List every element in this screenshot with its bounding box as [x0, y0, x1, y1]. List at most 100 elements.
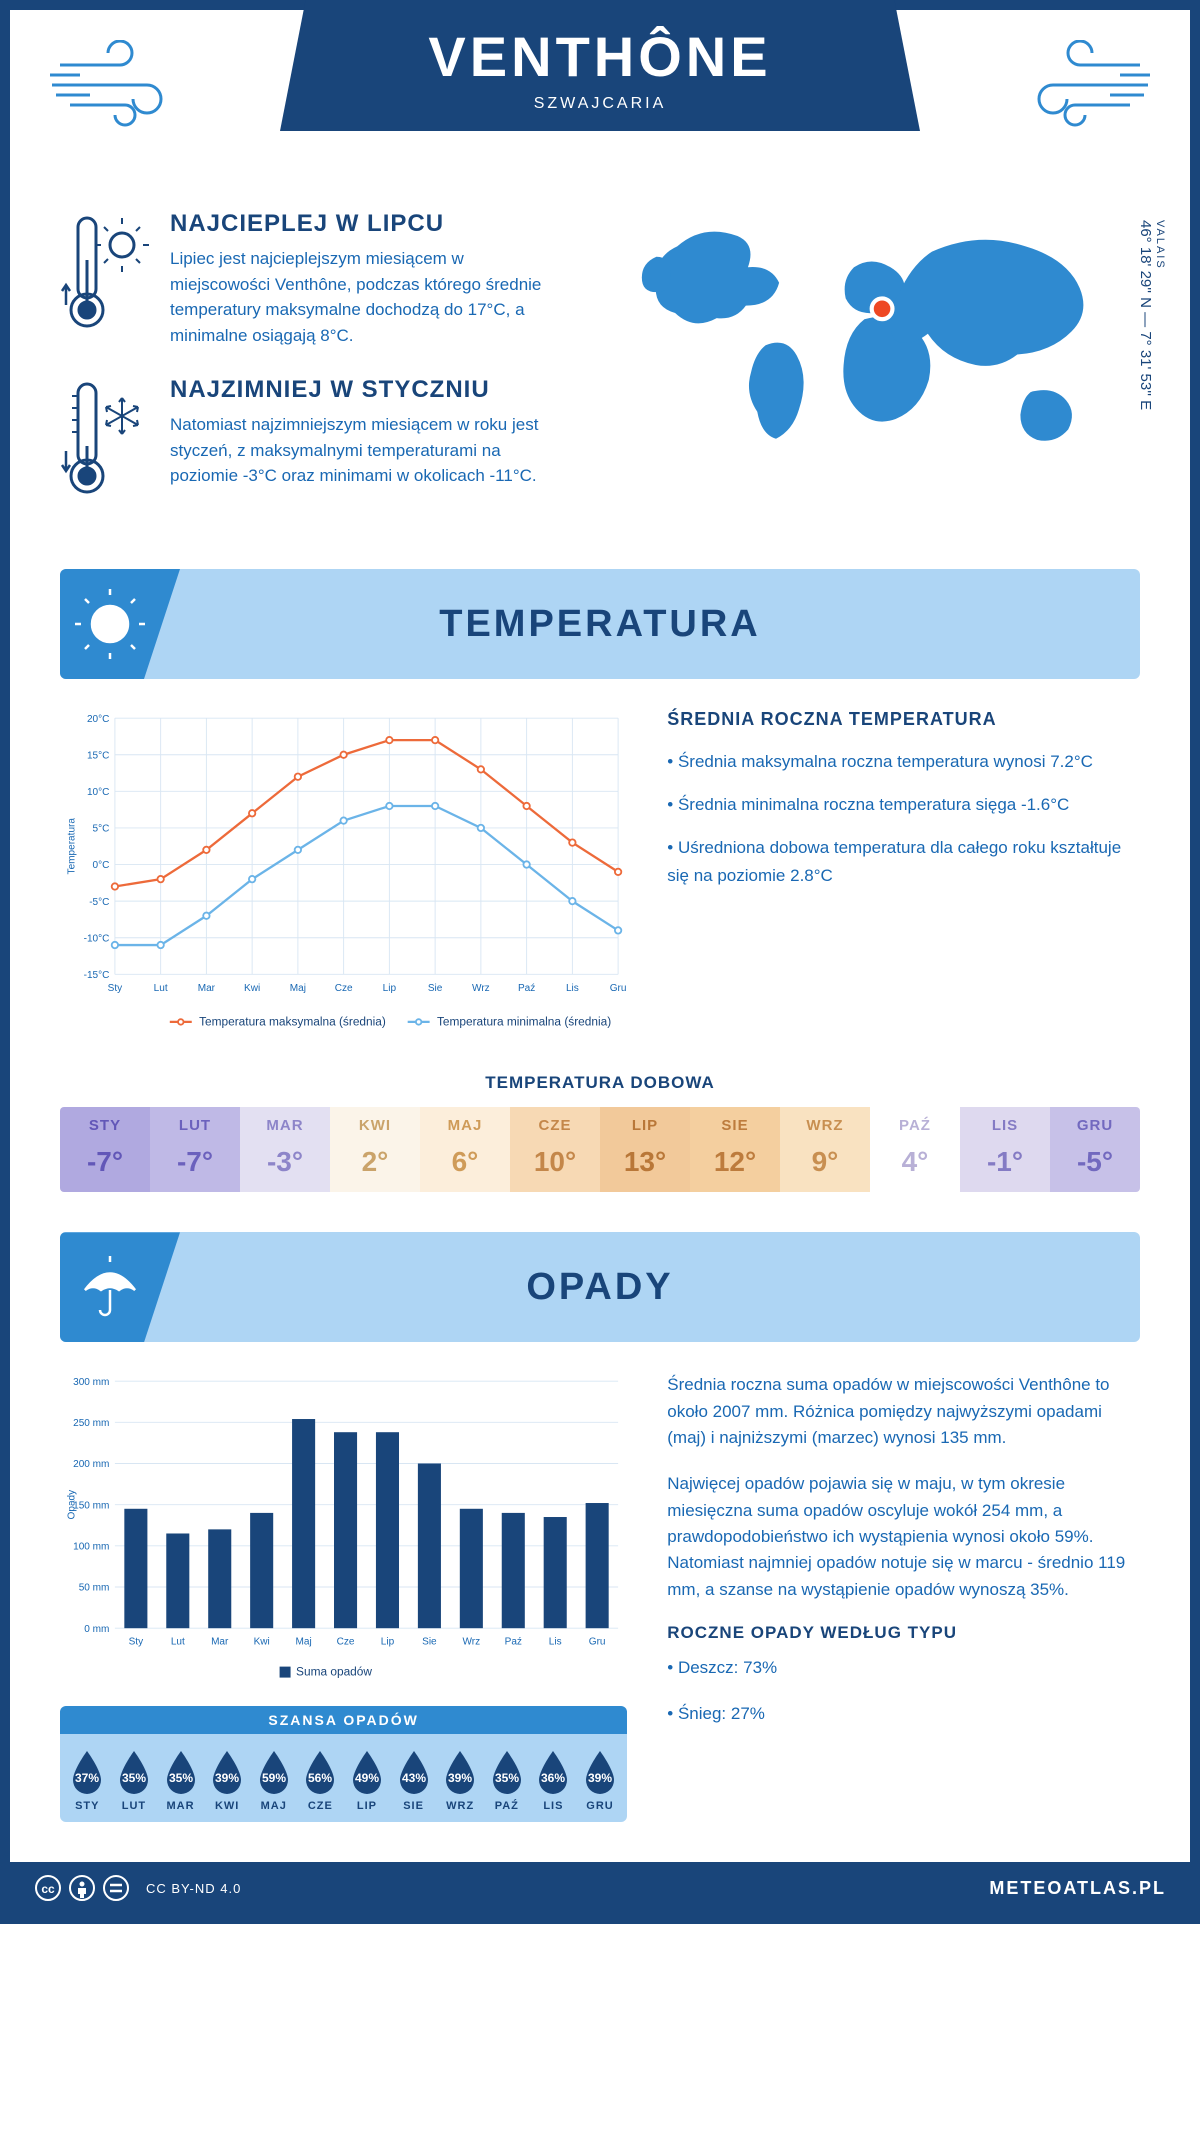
drop-icon: 49%	[348, 1748, 386, 1796]
chance-cell: 39% WRZ	[437, 1748, 484, 1812]
svg-text:Lis: Lis	[566, 983, 579, 994]
chance-cell: 35% LUT	[111, 1748, 158, 1812]
chance-month: WRZ	[437, 1800, 484, 1812]
chance-month: PAŹ	[483, 1800, 530, 1812]
svg-text:Gru: Gru	[589, 1637, 606, 1648]
chance-cell: 43% SIE	[390, 1748, 437, 1812]
svg-text:Paź: Paź	[518, 983, 535, 994]
chance-month: LUT	[111, 1800, 158, 1812]
svg-text:Temperatura maksymalna (średni: Temperatura maksymalna (średnia)	[199, 1015, 386, 1029]
daily-cell: MAR-3°	[240, 1107, 330, 1192]
svg-text:Lut: Lut	[171, 1637, 185, 1648]
drop-icon: 39%	[208, 1748, 246, 1796]
drop-icon: 39%	[581, 1748, 619, 1796]
fact-cold-title: NAJZIMNIEJ W STYCZNIU	[170, 376, 550, 404]
drop-icon: 37%	[68, 1748, 106, 1796]
fact-hot-title: NAJCIEPLEJ W LIPCU	[170, 210, 550, 238]
svg-text:35%: 35%	[169, 1771, 193, 1785]
daily-value: 10°	[510, 1146, 600, 1178]
daily-cell: KWI2°	[330, 1107, 420, 1192]
svg-text:Paź: Paź	[505, 1637, 522, 1648]
chance-month: MAJ	[250, 1800, 297, 1812]
daily-value: 13°	[600, 1146, 690, 1178]
precip-section: 0 mm50 mm100 mm150 mm200 mm250 mm300 mmS…	[10, 1372, 1190, 1832]
by-icon	[68, 1874, 96, 1902]
svg-text:Wrz: Wrz	[463, 1637, 481, 1648]
daily-value: 6°	[420, 1146, 510, 1178]
daily-temp-title: TEMPERATURA DOBOWA	[10, 1073, 1190, 1093]
svg-text:-5°C: -5°C	[89, 897, 109, 908]
umbrella-icon	[60, 1232, 180, 1342]
precip-p1: Średnia roczna suma opadów w miejscowośc…	[667, 1372, 1140, 1451]
fact-coldest: NAJZIMNIEJ W STYCZNIU Natomiast najzimni…	[60, 376, 580, 501]
svg-text:Lip: Lip	[381, 1637, 395, 1648]
daily-month: LIP	[600, 1117, 690, 1134]
precip-chart: 0 mm50 mm100 mm150 mm200 mm250 mm300 mmS…	[60, 1372, 627, 1822]
drop-icon: 59%	[255, 1748, 293, 1796]
svg-text:0°C: 0°C	[93, 860, 110, 871]
daily-value: -7°	[150, 1146, 240, 1178]
footer-brand: METEOATLAS.PL	[989, 1878, 1166, 1899]
daily-value: -3°	[240, 1146, 330, 1178]
daily-value: 4°	[870, 1146, 960, 1178]
svg-text:39%: 39%	[215, 1771, 239, 1785]
svg-text:Maj: Maj	[290, 983, 306, 994]
chance-cell: 56% CZE	[297, 1748, 344, 1812]
svg-text:36%: 36%	[541, 1771, 565, 1785]
svg-text:Kwi: Kwi	[244, 983, 260, 994]
daily-cell: LIP 13°	[600, 1107, 690, 1192]
coordinates: VALAIS 46° 18' 29'' N — 7° 31' 53'' E	[1137, 220, 1166, 410]
location-title: VENTHÔNE	[280, 24, 920, 89]
chance-cell: 37% STY	[64, 1748, 111, 1812]
svg-text:5°C: 5°C	[93, 824, 110, 835]
svg-text:43%: 43%	[402, 1771, 426, 1785]
chance-month: STY	[64, 1800, 111, 1812]
coords-text: 46° 18' 29'' N — 7° 31' 53'' E	[1137, 220, 1154, 410]
chance-month: MAR	[157, 1800, 204, 1812]
chance-cell: 39% KWI	[204, 1748, 251, 1812]
chance-cell: 59% MAJ	[250, 1748, 297, 1812]
svg-text:Mar: Mar	[198, 983, 216, 994]
svg-text:50 mm: 50 mm	[79, 1583, 110, 1594]
svg-text:Sty: Sty	[129, 1637, 144, 1648]
daily-cell: PAŹ4°	[870, 1107, 960, 1192]
daily-value: 9°	[780, 1146, 870, 1178]
svg-text:Sie: Sie	[428, 983, 443, 994]
svg-text:-10°C: -10°C	[84, 933, 110, 944]
svg-text:39%: 39%	[448, 1771, 472, 1785]
chance-month: GRU	[577, 1800, 624, 1812]
drop-icon: 35%	[488, 1748, 526, 1796]
chance-table: SZANSA OPADÓW 37% STY 35% LUT 35% MAR 39…	[60, 1706, 627, 1822]
drop-icon: 36%	[534, 1748, 572, 1796]
precip-bullet: • Śnieg: 27%	[667, 1701, 1140, 1727]
svg-text:Wrz: Wrz	[472, 983, 490, 994]
temperature-title: TEMPERATURA	[439, 603, 761, 646]
chance-cell: 35% PAŹ	[483, 1748, 530, 1812]
wind-icon	[1010, 40, 1150, 135]
svg-text:-15°C: -15°C	[84, 970, 110, 981]
world-map: VALAIS 46° 18' 29'' N — 7° 31' 53'' E	[620, 210, 1140, 529]
temperature-info: ŚREDNIA ROCZNA TEMPERATURA • Średnia mak…	[667, 709, 1140, 1043]
chance-month: LIP	[344, 1800, 391, 1812]
chance-cell: 49% LIP	[344, 1748, 391, 1812]
svg-text:300 mm: 300 mm	[73, 1377, 109, 1388]
svg-text:cc: cc	[41, 1882, 55, 1896]
svg-text:56%: 56%	[308, 1771, 332, 1785]
svg-text:0 mm: 0 mm	[84, 1624, 109, 1635]
temperature-section: -15°C-10°C-5°C0°C5°C10°C15°C20°CStyLutMa…	[10, 709, 1190, 1063]
daily-month: LUT	[150, 1117, 240, 1134]
drop-icon: 56%	[301, 1748, 339, 1796]
chance-title: SZANSA OPADÓW	[60, 1706, 627, 1734]
chance-month: LIS	[530, 1800, 577, 1812]
svg-text:37%: 37%	[75, 1771, 99, 1785]
temperature-banner: TEMPERATURA	[60, 569, 1140, 679]
svg-text:15°C: 15°C	[87, 750, 109, 761]
daily-month: GRU	[1050, 1117, 1140, 1134]
svg-text:Maj: Maj	[296, 1637, 312, 1648]
daily-cell: SIE12°	[690, 1107, 780, 1192]
svg-text:Lis: Lis	[549, 1637, 562, 1648]
daily-cell: LUT -7°	[150, 1107, 240, 1192]
svg-text:Cze: Cze	[337, 1637, 355, 1648]
daily-month: LIS	[960, 1117, 1050, 1134]
svg-text:Mar: Mar	[211, 1637, 229, 1648]
